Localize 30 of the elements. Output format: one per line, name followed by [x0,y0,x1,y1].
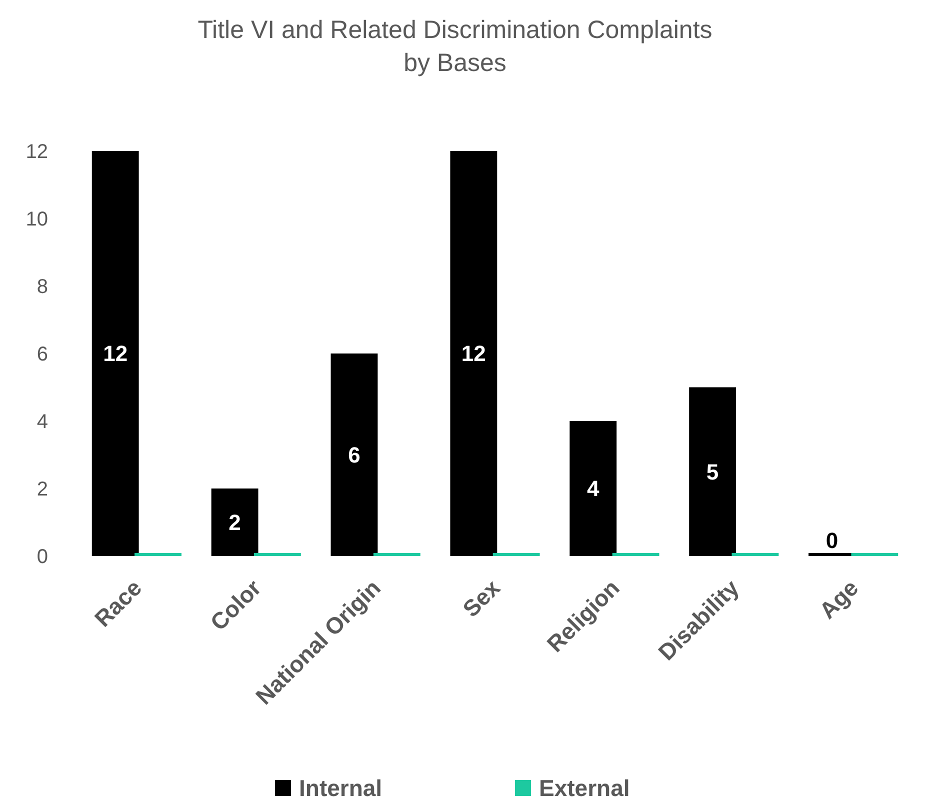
bar [612,553,660,556]
y-tick-label: 2 [36,478,48,500]
bar [732,553,779,556]
legend-label: External [539,775,630,801]
y-tick-label: 4 [36,411,48,433]
bar [254,553,301,556]
data-label: 2 [228,510,241,535]
y-tick-label: 10 [26,208,48,230]
data-label: 0 [826,528,838,553]
x-tick-label: Age [814,574,864,624]
chart-title: Title VI and Related Discrimination Complaints by Bases [198,16,712,77]
y-tick-label: 6 [36,344,48,366]
data-label: 12 [103,341,128,366]
y-tick-label: 8 [36,276,48,298]
data-label: 4 [586,476,600,502]
legend-label: Internal [299,775,382,801]
bar [330,354,378,556]
bar [373,553,420,556]
data-label: 12 [461,341,486,366]
data-label: 6 [348,442,360,468]
data-label: 5 [706,459,719,484]
bar [92,151,139,556]
bar [134,553,182,556]
bar [450,151,498,556]
bar [492,553,540,556]
y-tick-label: 0 [36,546,48,568]
bar [851,553,898,556]
bar [689,387,736,556]
y-tick-label: 12 [26,141,48,163]
x-tick-label: Sex [458,574,506,622]
